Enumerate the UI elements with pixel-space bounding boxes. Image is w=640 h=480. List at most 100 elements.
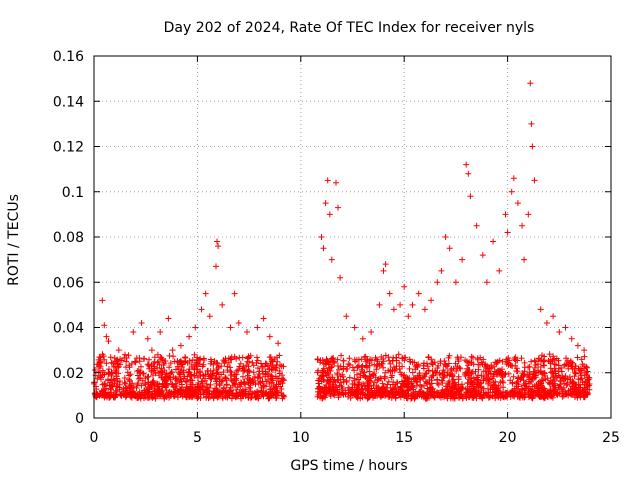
baseline-point xyxy=(155,386,162,393)
baseline-point xyxy=(141,392,148,399)
baseline-point xyxy=(322,384,328,391)
baseline-point xyxy=(397,369,404,376)
baseline-point xyxy=(391,367,398,374)
axis-ticks xyxy=(93,55,612,419)
baseline-point xyxy=(224,367,231,374)
roti-point xyxy=(514,200,521,207)
baseline-point xyxy=(496,370,503,377)
baseline-point xyxy=(167,360,174,367)
baseline-point xyxy=(564,357,571,364)
baseline-point xyxy=(183,379,190,385)
baseline-point xyxy=(144,374,151,381)
baseline-point xyxy=(435,362,442,369)
baseline-point xyxy=(548,393,555,400)
baseline-point xyxy=(111,355,118,361)
baseline-point xyxy=(443,392,450,398)
baseline-point xyxy=(174,363,181,370)
baseline-point xyxy=(336,382,343,389)
roti-point xyxy=(415,290,422,297)
baseline-point xyxy=(195,357,202,363)
baseline-point xyxy=(509,363,516,369)
baseline-point xyxy=(408,378,415,385)
baseline-point xyxy=(563,391,570,398)
baseline-point xyxy=(229,390,236,397)
roti-point xyxy=(581,347,588,354)
baseline-point xyxy=(115,363,122,370)
baseline-point xyxy=(535,367,542,374)
y-tick-label: 0.04 xyxy=(53,321,84,337)
roti-point xyxy=(483,279,490,286)
roti-point xyxy=(214,238,220,245)
roti-point xyxy=(397,301,404,308)
baseline-point xyxy=(432,369,439,376)
roti-point xyxy=(380,267,387,274)
roti-point xyxy=(508,188,515,195)
baseline-point xyxy=(475,361,482,368)
baseline-point xyxy=(535,380,542,386)
baseline-point xyxy=(371,361,378,368)
baseline-point xyxy=(389,391,396,398)
baseline-point xyxy=(329,363,336,370)
baseline-point xyxy=(586,386,593,393)
baseline-point xyxy=(346,362,353,368)
roti-point xyxy=(148,347,155,354)
baseline-point xyxy=(273,390,279,397)
baseline-point xyxy=(200,361,207,368)
baseline-point xyxy=(420,390,427,397)
baseline-point xyxy=(486,378,493,385)
baseline-point xyxy=(541,353,548,360)
roti-point xyxy=(574,342,581,349)
baseline-point xyxy=(484,392,491,399)
baseline-point xyxy=(553,373,559,380)
baseline-point xyxy=(169,369,176,376)
baseline-point xyxy=(388,374,395,381)
baseline-point xyxy=(233,355,240,362)
roti-point xyxy=(438,267,445,274)
baseline-point xyxy=(514,393,521,400)
baseline-point xyxy=(424,363,431,370)
baseline-point xyxy=(193,388,200,395)
baseline-point xyxy=(366,372,373,379)
baseline-point xyxy=(571,369,578,376)
y-tick-label: 0.06 xyxy=(53,275,84,291)
baseline-point xyxy=(340,378,347,385)
baseline-point xyxy=(110,391,117,398)
baseline-point xyxy=(509,388,515,395)
baseline-point xyxy=(385,354,392,361)
baseline-point xyxy=(279,372,286,379)
baseline-point xyxy=(399,389,406,396)
roti-point xyxy=(359,335,366,342)
baseline-point xyxy=(210,391,217,398)
baseline-point xyxy=(320,372,326,379)
baseline-point xyxy=(483,364,489,371)
baseline-point xyxy=(207,360,214,367)
roti-point xyxy=(531,177,538,184)
baseline-point xyxy=(534,389,541,396)
roti-point xyxy=(442,234,449,240)
baseline-point xyxy=(524,372,531,379)
baseline-point xyxy=(528,358,535,365)
baseline-point xyxy=(127,371,134,378)
baseline-point xyxy=(176,388,183,394)
baseline-point xyxy=(96,354,103,361)
y-axis-label: ROTI / TECUs xyxy=(6,194,22,286)
baseline-point xyxy=(351,367,358,374)
baseline-point xyxy=(434,377,441,384)
roti-point xyxy=(206,313,213,320)
baseline-point xyxy=(478,394,485,401)
baseline-point xyxy=(245,394,252,401)
roti-point xyxy=(528,120,535,127)
baseline-point xyxy=(563,361,570,368)
baseline-point xyxy=(357,370,364,377)
baseline-point xyxy=(110,376,117,383)
baseline-point xyxy=(444,383,451,390)
baseline-point xyxy=(335,376,342,383)
baseline-point xyxy=(438,389,445,396)
baseline-point xyxy=(187,377,194,384)
baseline-point xyxy=(161,376,168,383)
baseline-point xyxy=(140,356,147,362)
baseline-point xyxy=(439,377,446,384)
baseline-point xyxy=(203,393,210,400)
baseline-point xyxy=(431,394,438,401)
baseline-point xyxy=(365,391,371,398)
